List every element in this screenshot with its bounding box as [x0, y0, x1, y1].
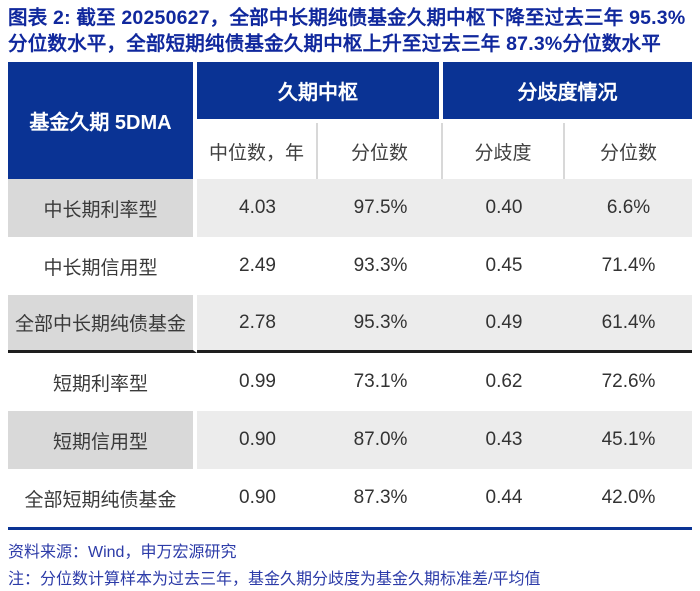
calc-note: 注：分位数计算样本为过去三年，基金久期分歧度为基金久期标准差/平均值	[8, 571, 541, 588]
sub-header-percentile-1: 分位数	[318, 123, 443, 179]
table-row: 中长期信用型 2.49 93.3% 0.45 71.4%	[8, 237, 692, 295]
value-cell: 0.49	[443, 295, 565, 353]
sub-header-divergence: 分歧度	[443, 123, 565, 179]
figure-title: 图表 2: 截至 20250627，全部中长期纯债基金久期中枢下降至过去三年 9…	[8, 5, 692, 57]
value-cell: 73.1%	[318, 353, 443, 411]
row-label-cell: 全部中长期纯债基金	[8, 295, 197, 353]
sub-header-percentile-2: 分位数	[565, 123, 692, 179]
value-cell: 71.4%	[565, 237, 692, 295]
table-row: 短期信用型 0.90 87.0% 0.43 45.1%	[8, 411, 692, 469]
row-label-cell: 短期信用型	[8, 411, 197, 469]
fund-duration-table: 基金久期 5DMA 久期中枢 分歧度情况 中位数，年 分位数 分歧度 分位数 中…	[8, 62, 692, 530]
table-row: 全部短期纯债基金 0.90 87.3% 0.44 42.0%	[8, 469, 692, 527]
value-cell: 0.43	[443, 411, 565, 469]
value-cell: 97.5%	[318, 179, 443, 237]
value-cell: 42.0%	[565, 469, 692, 527]
value-cell: 0.90	[197, 469, 318, 527]
sub-header-row: 中位数，年 分位数 分歧度 分位数	[8, 123, 692, 179]
table-row: 短期利率型 0.99 73.1% 0.62 72.6%	[8, 353, 692, 411]
value-cell: 2.49	[197, 237, 318, 295]
row-label-cell: 全部短期纯债基金	[8, 469, 197, 527]
value-cell: 87.3%	[318, 469, 443, 527]
figure-footnotes: 资料来源：Wind，申万宏源研究 注：分位数计算样本为过去三年，基金久期分歧度为…	[8, 539, 692, 591]
row-label-cell: 中长期信用型	[8, 237, 197, 295]
group-header-row: 基金久期 5DMA 久期中枢 分歧度情况	[8, 62, 692, 179]
table-row: 全部中长期纯债基金 2.78 95.3% 0.49 61.4%	[8, 295, 692, 353]
value-cell: 61.4%	[565, 295, 692, 353]
value-cell: 0.40	[443, 179, 565, 237]
row-label-cell: 短期利率型	[8, 353, 197, 411]
figure-title-line2: 分位数水平，全部短期纯债基金久期中枢上升至过去三年 87.3%分位数水平	[8, 33, 661, 55]
value-cell: 93.3%	[318, 237, 443, 295]
value-cell: 0.45	[443, 237, 565, 295]
value-cell: 6.6%	[565, 179, 692, 237]
value-cell: 45.1%	[565, 411, 692, 469]
value-cell: 0.90	[197, 411, 318, 469]
corner-header-cell: 基金久期 5DMA	[8, 62, 197, 179]
value-cell: 95.3%	[318, 295, 443, 353]
value-cell: 2.78	[197, 295, 318, 353]
value-cell: 0.62	[443, 353, 565, 411]
sub-header-median-years: 中位数，年	[197, 123, 318, 179]
value-cell: 0.99	[197, 353, 318, 411]
group-header-divergence: 分歧度情况	[443, 62, 692, 123]
row-label-cell: 中长期利率型	[8, 179, 197, 237]
group-header-duration-center: 久期中枢	[197, 62, 443, 123]
table-row: 中长期利率型 4.03 97.5% 0.40 6.6%	[8, 179, 692, 237]
value-cell: 4.03	[197, 179, 318, 237]
source-note: 资料来源：Wind，申万宏源研究	[8, 544, 237, 561]
figure-title-line1: 图表 2: 截至 20250627，全部中长期纯债基金久期中枢下降至过去三年 9…	[8, 7, 686, 29]
value-cell: 72.6%	[565, 353, 692, 411]
value-cell: 0.44	[443, 469, 565, 527]
value-cell: 87.0%	[318, 411, 443, 469]
